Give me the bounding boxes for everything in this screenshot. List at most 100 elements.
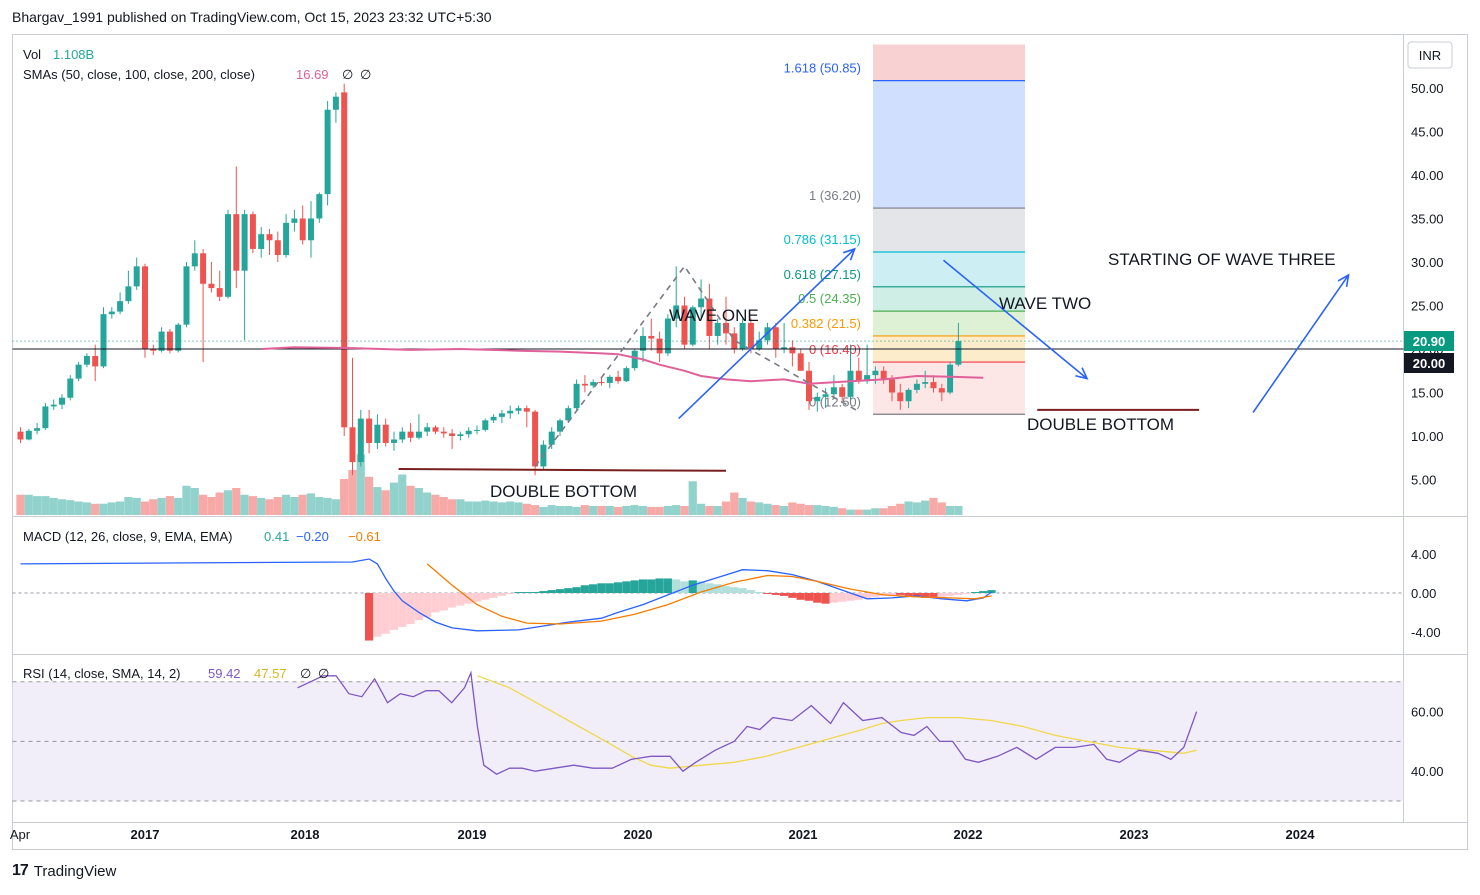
candle-body (913, 383, 920, 390)
volume-bar (945, 506, 955, 515)
candle-body (523, 408, 530, 412)
macd-hist-bar (373, 593, 382, 637)
candle-body (814, 396, 821, 402)
volume-bar (124, 497, 133, 515)
volume-bar (248, 496, 257, 515)
volume-bar (680, 506, 689, 515)
macd-hist-bar (472, 593, 482, 602)
time-label-7: 2023 (1120, 827, 1149, 842)
candle-body (573, 383, 580, 409)
wave-arrow-head-1 (1075, 367, 1089, 380)
macd-legend-v3: −0.61 (348, 529, 381, 544)
volume-bar (530, 505, 540, 515)
candle-body (67, 378, 74, 398)
macd-hist-bar (497, 593, 506, 596)
macd-hist-bar (672, 579, 681, 593)
fib-label-7: 0 (12.50) (809, 394, 861, 409)
candle-body (108, 311, 115, 315)
volume-bar (140, 501, 150, 515)
macd-hist-bar (937, 593, 946, 597)
volume-bar (66, 500, 75, 515)
rsi-band (12, 681, 1404, 801)
macd-hist-bar (423, 593, 432, 618)
volume-bar (306, 493, 316, 515)
macd-legend-v1: 0.41 (264, 529, 289, 544)
candle-body (905, 389, 912, 402)
candle-body (806, 370, 812, 402)
candle-body (283, 222, 290, 256)
tradingview-brand[interactable]: 17 TradingView (12, 862, 116, 880)
candle-body (797, 353, 804, 371)
rsi-line (297, 670, 1198, 775)
volume-bar (755, 502, 764, 515)
candle-body (623, 368, 630, 382)
rsi-legend-na1: ∅ (300, 666, 311, 681)
candle-body (664, 318, 671, 354)
volume-bar (348, 470, 357, 515)
candle-body (507, 410, 514, 414)
volume-bar (638, 506, 648, 515)
volume-bars (16, 454, 963, 515)
sma-legend-label: SMAs (50, close, 100, close, 200, close) (23, 67, 255, 82)
macd-hist-bar (979, 591, 988, 593)
macd-hist-bar (954, 593, 963, 595)
elliott-projection (534, 264, 860, 467)
macd-hist-bar (655, 578, 664, 593)
candle-body (631, 350, 638, 369)
candle-body (133, 266, 140, 287)
volume-bar (489, 501, 498, 515)
macd-hist-bar (945, 593, 955, 596)
volume-bar (580, 505, 589, 515)
volume-bar (929, 497, 938, 515)
candlesticks (17, 83, 962, 476)
time-label-4: 2020 (624, 827, 653, 842)
time-label-2: 2018 (291, 827, 320, 842)
macd-hist-bar (613, 582, 623, 593)
volume-bar (838, 508, 847, 515)
macd-hist-bar (663, 578, 672, 593)
candle-body (747, 322, 754, 349)
volume-bar (763, 503, 772, 515)
volume-bar (107, 502, 116, 515)
candle-body (880, 370, 887, 380)
volume-bar (796, 503, 805, 515)
volume-bar (190, 488, 199, 515)
volume-bar (821, 506, 830, 515)
volume-bar (721, 501, 731, 515)
volume-bar (232, 488, 241, 515)
candle-body (200, 253, 207, 284)
macd-hist-bar (829, 593, 838, 603)
candle-body (482, 420, 489, 430)
volume-bar (506, 501, 515, 515)
macd-hist-bar (904, 593, 913, 596)
candle-body (490, 416, 497, 421)
last-price-value: 20.90 (1413, 334, 1446, 349)
fib-label-4: 0.5 (24.35) (798, 291, 861, 306)
volume-bar (331, 499, 340, 515)
volume-bar (813, 505, 822, 515)
time-label-8: 2024 (1286, 827, 1316, 842)
macd-hist-bar (580, 585, 589, 593)
currency-badge[interactable] (1407, 41, 1453, 69)
candle-body (706, 298, 713, 336)
fib-label-1: 1 (36.20) (809, 188, 861, 203)
volume-bar (539, 506, 548, 515)
candle-body (142, 266, 148, 349)
volume-bar (240, 494, 249, 515)
candle-body (191, 253, 198, 267)
candle-body (872, 370, 879, 376)
price-tick-9: 5.00 (1411, 473, 1436, 488)
macd-hist-bar (364, 593, 374, 641)
macd-hist-bar (887, 593, 897, 595)
candle-body (341, 92, 348, 428)
rsi-legend: RSI (14, close, SMA, 14, 2) 59.42 47.57 … (23, 666, 329, 681)
candle-body (781, 347, 788, 349)
volume-bar (705, 506, 714, 515)
volume-bar (630, 505, 639, 515)
wave-arrow-head-0 (842, 247, 856, 261)
candle-body (930, 382, 937, 389)
volume-bar (771, 505, 780, 515)
fib-label-2: 0.786 (31.15) (784, 232, 861, 247)
candle-body (399, 431, 406, 440)
macd-hist-bar (755, 592, 764, 593)
